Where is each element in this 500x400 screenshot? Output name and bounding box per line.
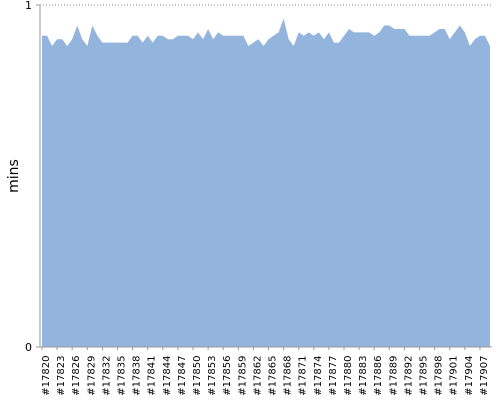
- y-axis-label: mins: [6, 159, 22, 193]
- x-tick-label: #17859: [237, 356, 248, 396]
- x-tick-label: #17862: [252, 356, 263, 396]
- x-tick-label: #17907: [479, 356, 490, 396]
- x-tick-label: #17820: [41, 356, 52, 396]
- x-tick-label: #17892: [403, 356, 414, 396]
- x-tick-label: #17826: [71, 356, 82, 396]
- x-tick-label: #17877: [328, 356, 339, 396]
- x-tick-label: #17856: [222, 356, 233, 396]
- x-tick-label: #17829: [86, 356, 97, 396]
- x-tick-label: #17889: [388, 356, 399, 396]
- x-tick-label: #17844: [162, 356, 173, 396]
- x-tick-label: #17832: [101, 356, 112, 396]
- x-tick-label: #17868: [283, 356, 294, 396]
- x-tick-label: #17841: [147, 356, 158, 396]
- x-tick-label: #17901: [449, 356, 460, 396]
- x-tick-label: #17850: [192, 356, 203, 396]
- x-tick-label: #17835: [117, 356, 128, 396]
- x-tick-label: #17883: [358, 356, 369, 396]
- x-tick-label: #17874: [313, 356, 324, 396]
- y-tick-label: 1: [25, 0, 32, 12]
- x-tick-label: #17871: [298, 356, 309, 396]
- x-tick-label: #17904: [464, 356, 475, 396]
- x-tick-label: #17865: [268, 356, 279, 396]
- x-tick-label: #17823: [56, 356, 67, 396]
- x-tick-label: #17880: [343, 356, 354, 396]
- y-tick-label: 0: [25, 341, 32, 354]
- x-tick-label: #17886: [373, 356, 384, 396]
- x-tick-label: #17895: [419, 356, 430, 396]
- x-tick-label: #17898: [434, 356, 445, 396]
- x-tick-label: #17847: [177, 356, 188, 396]
- x-tick-label: #17838: [132, 356, 143, 396]
- x-tick-label: #17853: [207, 356, 218, 396]
- area: [42, 18, 490, 348]
